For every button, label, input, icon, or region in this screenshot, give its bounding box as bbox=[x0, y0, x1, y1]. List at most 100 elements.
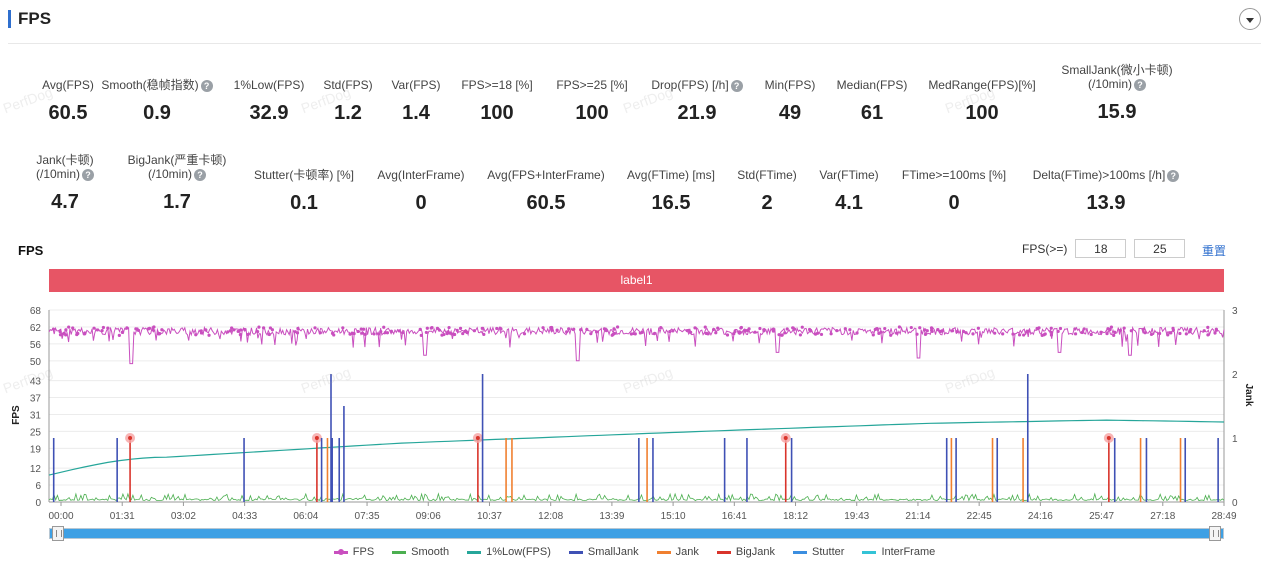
fps-point bbox=[1027, 329, 1031, 333]
fps-point bbox=[267, 332, 271, 337]
fps-point bbox=[703, 325, 707, 329]
stat-avg-fps-interframe: Avg(FPS+InterFrame) 60.5 bbox=[456, 168, 636, 215]
stat-label: Std(FPS) bbox=[258, 78, 438, 92]
fps-point bbox=[199, 329, 203, 333]
fps-point bbox=[499, 327, 503, 331]
fps-point bbox=[1022, 333, 1026, 337]
fps-point bbox=[738, 331, 742, 335]
fps-point bbox=[152, 325, 156, 329]
stat-label: Var(FTime) bbox=[759, 168, 939, 182]
stat-label: Avg(FPS) bbox=[0, 78, 158, 92]
fps-point bbox=[1017, 333, 1022, 337]
fps-point bbox=[714, 331, 718, 335]
fps-point bbox=[1109, 325, 1114, 329]
bigjank-marker-dot bbox=[314, 436, 319, 440]
fps-point bbox=[372, 332, 376, 336]
fps-point bbox=[1105, 331, 1109, 336]
stat-label: Delta(FTime)>100ms [/h]? bbox=[1016, 168, 1196, 182]
legend-item-fps[interactable]: FPS bbox=[333, 546, 374, 558]
x-tick-label: 24:16 bbox=[1028, 511, 1053, 522]
legend-label: BigJank bbox=[735, 546, 776, 558]
help-icon[interactable]: ? bbox=[1134, 78, 1146, 91]
y-tick-label: 43 bbox=[30, 377, 42, 388]
collapse-button[interactable] bbox=[1239, 8, 1261, 30]
y-right-tick-label: 0 bbox=[1232, 498, 1238, 509]
fps-point bbox=[918, 326, 922, 330]
x-tick-label: 06:04 bbox=[293, 511, 318, 522]
y-tick-label: 37 bbox=[30, 394, 42, 405]
fps-point bbox=[829, 332, 833, 336]
slider-end-handle[interactable] bbox=[1209, 526, 1221, 541]
fps-point bbox=[993, 331, 997, 335]
fps-threshold-input-2[interactable] bbox=[1134, 239, 1186, 258]
stat-value: 0 bbox=[415, 192, 427, 214]
fps-point bbox=[377, 332, 381, 336]
stat-label: Drop(FPS) [/h]? bbox=[607, 78, 787, 92]
legend-item-smooth[interactable]: Smooth bbox=[392, 546, 449, 558]
fps-point bbox=[659, 325, 663, 330]
stat-label-unit: (/10min) bbox=[35, 167, 80, 181]
fps-threshold-input-1[interactable] bbox=[1075, 239, 1127, 258]
fps-point bbox=[1042, 333, 1046, 337]
stat-value: 100 bbox=[480, 102, 514, 124]
stat-value: 1.2 bbox=[334, 102, 362, 124]
stat-avg-ftime-ms: Avg(FTime) [ms] 16.5 bbox=[581, 168, 761, 215]
legend-label: Jank bbox=[675, 546, 699, 558]
fps-point bbox=[964, 331, 968, 335]
fps-point bbox=[356, 329, 360, 334]
stat-value: 16.5 bbox=[651, 192, 691, 214]
label-band[interactable]: label1 bbox=[49, 269, 1224, 292]
legend-item-smalljank[interactable]: SmallJank bbox=[568, 546, 639, 558]
fps-point bbox=[362, 327, 366, 331]
fps-point bbox=[243, 327, 247, 332]
time-range-slider[interactable] bbox=[49, 526, 1224, 541]
fps-point bbox=[594, 330, 599, 334]
fps-point bbox=[877, 331, 881, 335]
stat-label-line2: (/10min)? bbox=[87, 167, 267, 181]
legend-item-interframe[interactable]: InterFrame bbox=[862, 546, 935, 558]
legend-item-jank[interactable]: Jank bbox=[656, 546, 699, 558]
fps-point bbox=[783, 331, 787, 335]
x-tick-label: 03:02 bbox=[171, 511, 196, 522]
fps-point bbox=[889, 333, 893, 337]
y-axis-label: FPS bbox=[11, 405, 22, 425]
help-icon[interactable]: ? bbox=[82, 168, 94, 181]
help-icon[interactable]: ? bbox=[194, 168, 206, 181]
stat-label-text: FTime>=100ms [%] bbox=[901, 168, 1007, 182]
fps-point bbox=[1106, 327, 1110, 331]
fps-point bbox=[95, 328, 100, 332]
stat-label-unit: (/10min) bbox=[1087, 77, 1132, 91]
fps-point bbox=[522, 332, 527, 336]
fps-point bbox=[883, 326, 887, 331]
stat-label: Min(FPS) bbox=[700, 78, 880, 92]
stat-label-text: Std(FTime) bbox=[737, 168, 797, 182]
x-tick-label: 04:33 bbox=[232, 511, 257, 522]
fps-point bbox=[798, 333, 802, 337]
fps-point bbox=[640, 330, 644, 334]
help-icon[interactable]: ? bbox=[200, 79, 213, 92]
fps-point bbox=[1188, 330, 1192, 334]
slider-start-handle[interactable] bbox=[52, 526, 64, 541]
fps-point bbox=[480, 326, 484, 330]
legend-item-stutter[interactable]: Stutter bbox=[793, 546, 844, 558]
stat-value: 21.9 bbox=[677, 102, 717, 124]
fps-point bbox=[419, 333, 423, 337]
stat-label-text: Var(FPS) bbox=[391, 78, 441, 92]
fps-point bbox=[1122, 326, 1126, 330]
fps-point bbox=[383, 331, 387, 335]
legend-item-bigjank[interactable]: BigJank bbox=[716, 546, 776, 558]
legend-item-1-low-fps-[interactable]: 1%Low(FPS) bbox=[467, 546, 551, 558]
stat-label-text: Jank(卡顿) bbox=[36, 153, 94, 167]
fps-point bbox=[1129, 329, 1133, 333]
fps-point bbox=[389, 329, 393, 333]
stat-label-line2: (/10min)? bbox=[0, 167, 155, 181]
help-icon[interactable]: ? bbox=[1167, 169, 1180, 182]
fps-point bbox=[1118, 328, 1123, 332]
help-icon[interactable]: ? bbox=[730, 79, 743, 92]
stat-label-text: BigJank(严重卡顿) bbox=[127, 153, 227, 167]
fps-point bbox=[816, 331, 820, 335]
reset-link[interactable]: 重置 bbox=[1202, 244, 1227, 258]
fps-point bbox=[1049, 326, 1053, 330]
stat-label: SmallJank(微小卡顿) bbox=[1027, 63, 1207, 77]
